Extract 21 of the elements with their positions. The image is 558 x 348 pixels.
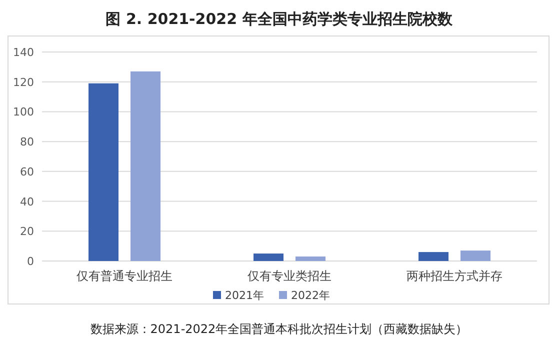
bar — [460, 250, 490, 261]
legend-label: 2022年 — [291, 289, 330, 302]
bar — [296, 256, 326, 261]
x-tick-label: 仅有普通专业招生 — [76, 269, 172, 283]
y-tick-label: 140 — [13, 46, 34, 59]
legend-label: 2021年 — [225, 289, 264, 302]
bar — [418, 252, 448, 261]
x-tick-label: 仅有专业类招生 — [248, 269, 332, 283]
y-tick-label: 40 — [20, 195, 34, 208]
y-tick-label: 0 — [27, 255, 34, 268]
y-tick-label: 20 — [20, 225, 34, 238]
bar — [254, 254, 284, 261]
chart-title: 图 2. 2021-2022 年全国中药学类专业招生院校数 — [106, 10, 454, 28]
y-tick-label: 60 — [20, 165, 34, 178]
x-tick-label: 两种招生方式并存 — [406, 269, 502, 283]
y-tick-label: 120 — [13, 76, 34, 89]
y-tick-label: 100 — [13, 106, 34, 119]
bar — [88, 83, 118, 261]
source-note: 数据来源：2021-2022年全国普通本科批次招生计划（西藏数据缺失） — [90, 322, 468, 336]
y-tick-label: 80 — [20, 136, 34, 149]
bar — [130, 71, 160, 261]
